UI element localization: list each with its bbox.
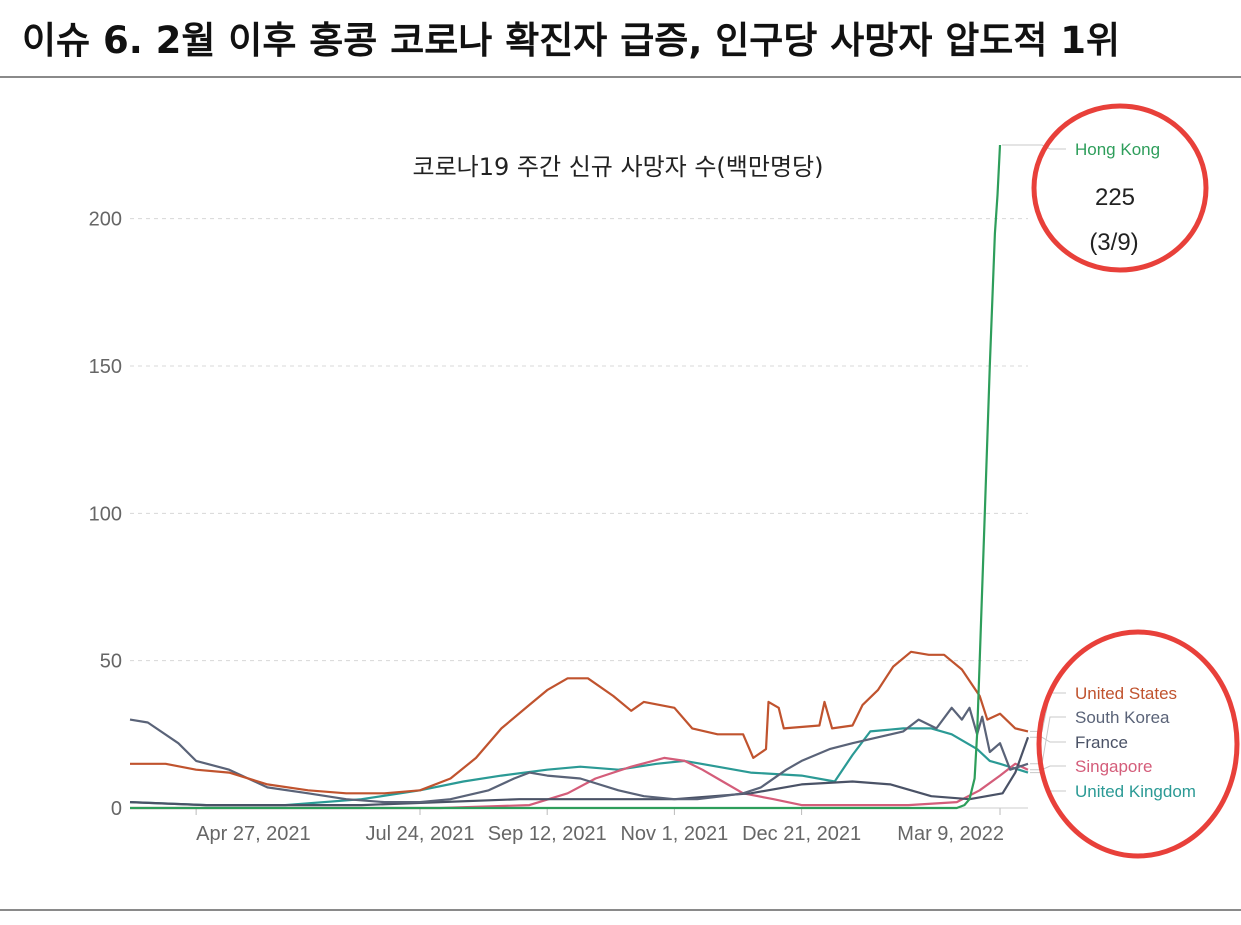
legend-label: United States	[1075, 684, 1177, 703]
series-lines	[129, 144, 1030, 810]
x-tick-label: Sep 12, 2021	[488, 823, 607, 845]
x-tick-label: Nov 1, 2021	[620, 823, 728, 845]
legend-label: Hong Kong	[1075, 140, 1160, 159]
x-tick-label: Jul 24, 2021	[366, 823, 475, 845]
x-tick-label: Dec 21, 2021	[742, 823, 861, 845]
y-tick-label: 100	[89, 503, 122, 525]
page-title: 이슈 6. 2월 이후 홍콩 코로나 확진자 급증, 인구당 사망자 압도적 1…	[22, 19, 1121, 62]
others-highlight-circle	[1036, 629, 1240, 859]
bottom-divider	[0, 909, 1241, 911]
legend-label: Singapore	[1075, 757, 1153, 776]
hong-kong-date-label: (3/9)	[1089, 229, 1138, 256]
x-tick-label: Mar 9, 2022	[897, 823, 1004, 845]
hong-kong-highlight-circle	[1031, 103, 1209, 273]
legend: Hong Kong United States South Korea France S…	[1002, 140, 1196, 801]
grid-lines	[130, 218, 1028, 662]
y-tick-label: 50	[100, 651, 122, 673]
x-tick-label: Apr 27, 2021	[196, 823, 311, 845]
legend-connector	[1030, 716, 1066, 765]
series-line-singapore	[130, 756, 1029, 810]
series-line-france	[129, 736, 1030, 807]
x-axis-ticks: Apr 27, 2021 Jul 24, 2021 Sep 12, 2021 Nov …	[195, 808, 1004, 845]
chart-title: 코로나19 주간 신규 사망자 수(백만명당)	[413, 153, 824, 181]
legend-connector	[1030, 765, 1066, 771]
series-line-hong-kong	[130, 144, 1002, 810]
y-tick-label: 0	[111, 798, 122, 820]
legend-connector	[1030, 692, 1066, 732]
y-tick-label: 150	[89, 356, 122, 378]
legend-label: South Korea	[1075, 708, 1170, 727]
hong-kong-value-label: 225	[1095, 184, 1135, 211]
legend-connector	[1030, 736, 1066, 743]
top-divider	[0, 76, 1241, 78]
legend-connector	[1002, 144, 1066, 150]
legend-label: France	[1075, 733, 1128, 752]
series-line-united-states	[130, 650, 1029, 795]
y-axis-ticks: 0 50 100 150 200	[89, 209, 122, 820]
series-line-united-kingdom	[129, 727, 1029, 807]
series-line-south-korea	[129, 706, 1029, 804]
y-tick-label: 200	[89, 209, 122, 231]
legend-label: United Kingdom	[1075, 782, 1196, 801]
